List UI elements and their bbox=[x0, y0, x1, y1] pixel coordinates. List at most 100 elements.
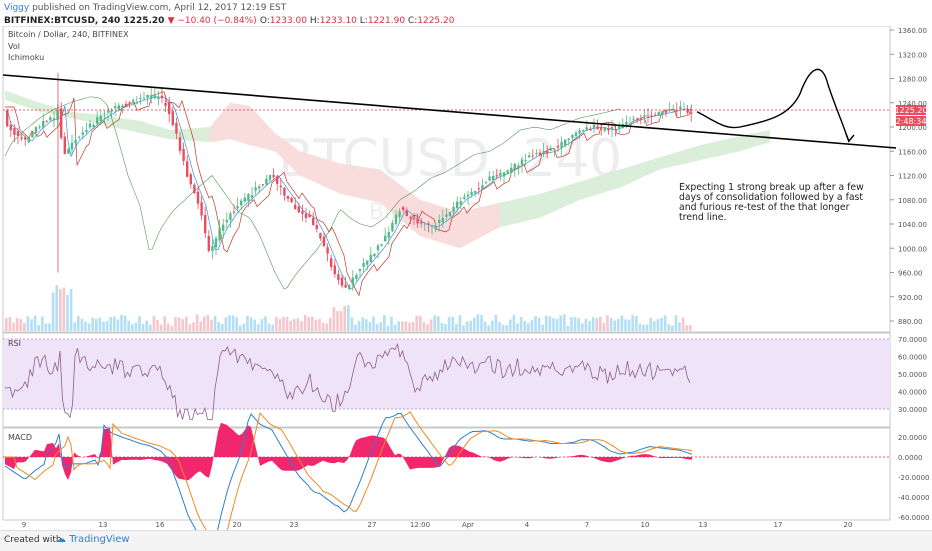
candle-body bbox=[196, 191, 200, 204]
author-link[interactable]: Viggy bbox=[4, 3, 30, 13]
annotation-text[interactable]: Expecting 1 strong break up after a few … bbox=[679, 182, 864, 223]
volume-bar bbox=[606, 315, 609, 331]
candle-body bbox=[463, 196, 466, 200]
candle-body bbox=[452, 207, 455, 212]
volume-bar bbox=[530, 320, 534, 331]
volume-bar bbox=[681, 317, 685, 331]
macd-tick: -60.0000 bbox=[898, 514, 929, 522]
chart-canvas[interactable]: BTCUSD, 240 Bitcoin / Dollar 1360.001320… bbox=[0, 26, 932, 530]
volume-bar bbox=[368, 321, 372, 331]
volume-bar bbox=[329, 317, 332, 331]
candle-body bbox=[416, 218, 419, 224]
trend-line[interactable] bbox=[2, 74, 897, 149]
volume-bar bbox=[257, 324, 260, 331]
rsi-band bbox=[3, 339, 890, 409]
candle-body bbox=[171, 111, 174, 125]
tradingview-logo[interactable]: ☁ TradingView bbox=[56, 534, 130, 545]
projection-path[interactable] bbox=[696, 68, 850, 143]
volume-bar bbox=[167, 323, 170, 331]
macd-axis: 20.0000 0.0000 -20.0000 -40.0000 -60.0000 bbox=[898, 434, 929, 522]
candle-body bbox=[682, 108, 686, 110]
candle-body bbox=[261, 184, 264, 186]
candle-body bbox=[124, 103, 128, 107]
candle-body bbox=[409, 217, 412, 219]
volume-bar bbox=[303, 314, 307, 331]
volume-bar bbox=[361, 317, 364, 331]
symbol-line: BITFINEX:BTCUSD, 240 1225.20 ▼ −10.40 (−… bbox=[4, 16, 454, 26]
candle-body bbox=[348, 285, 351, 289]
candle-body bbox=[506, 170, 509, 174]
candle-body bbox=[315, 225, 318, 230]
candle-body bbox=[186, 161, 189, 177]
volume-bar bbox=[5, 318, 8, 331]
volume-bar bbox=[8, 317, 12, 331]
candle-body bbox=[232, 211, 236, 213]
volume-bar bbox=[73, 322, 76, 331]
candle-body bbox=[88, 123, 92, 128]
volume-bar bbox=[591, 317, 595, 331]
candle-body bbox=[49, 117, 52, 121]
chikou-line bbox=[4, 96, 621, 290]
publish-line: Viggy published on TradingView.com, Apri… bbox=[4, 3, 286, 13]
volume-bar bbox=[300, 321, 303, 331]
candle-body bbox=[13, 128, 16, 135]
volume-bar bbox=[213, 316, 217, 331]
candle-body bbox=[297, 206, 300, 213]
volume-bar bbox=[401, 321, 404, 331]
volume-bar bbox=[41, 316, 44, 331]
candle-body bbox=[607, 128, 610, 131]
candle-body bbox=[38, 126, 41, 128]
published-text: published on TradingView.com, April 12, … bbox=[32, 3, 287, 13]
candle-body bbox=[106, 111, 110, 113]
volume-bar bbox=[505, 325, 508, 331]
candle-body bbox=[34, 127, 38, 133]
volume-bar bbox=[152, 316, 156, 331]
rsi-tick: 60.0000 bbox=[898, 354, 927, 362]
candle-body bbox=[157, 96, 160, 99]
candle-body bbox=[340, 277, 344, 286]
candle-body bbox=[628, 123, 632, 125]
volume-bars bbox=[5, 285, 692, 331]
volume-bar bbox=[627, 319, 631, 331]
candle-body bbox=[459, 201, 462, 205]
volume-bar bbox=[264, 316, 267, 331]
kumo-bear-segment bbox=[210, 102, 500, 249]
volume-bar bbox=[321, 322, 325, 331]
volume-bar bbox=[131, 324, 134, 331]
chart-header: Viggy published on TradingView.com, Apri… bbox=[0, 0, 932, 30]
candle-body bbox=[456, 201, 459, 209]
candle-body bbox=[675, 110, 678, 112]
candle-body bbox=[304, 213, 308, 219]
candle-body bbox=[466, 194, 470, 197]
volume-bar bbox=[584, 318, 588, 331]
candle-body bbox=[546, 151, 549, 154]
candle-body bbox=[510, 167, 513, 173]
candle-body bbox=[193, 184, 196, 193]
candle-body bbox=[42, 120, 45, 128]
candle-body bbox=[394, 214, 398, 224]
volume-bar bbox=[523, 320, 526, 331]
candle-body bbox=[243, 197, 246, 202]
candle-body bbox=[553, 149, 556, 151]
candle-body bbox=[402, 207, 405, 210]
volume-bar bbox=[282, 316, 285, 331]
candle-body bbox=[114, 106, 117, 109]
candle-body bbox=[279, 185, 282, 188]
countdown-tag bbox=[896, 116, 926, 126]
candle-body bbox=[128, 102, 131, 104]
volume-bar bbox=[624, 319, 627, 331]
last-price: 1225.20 bbox=[123, 16, 165, 26]
volume-bar bbox=[645, 324, 649, 331]
volume-bar bbox=[631, 315, 634, 331]
price-tick: 1000.00 bbox=[898, 245, 927, 253]
candle-body bbox=[592, 124, 596, 129]
volume-bar bbox=[221, 323, 224, 331]
price-panel[interactable] bbox=[2, 26, 891, 333]
volume-bar bbox=[559, 315, 562, 331]
price-axis: 1360.00 1320.00 1280.00 1240.00 1200.00 1160.… bbox=[890, 27, 927, 326]
volume-bar bbox=[347, 305, 350, 331]
volume-bar bbox=[429, 319, 433, 331]
volume-bar bbox=[537, 317, 541, 331]
volume-bar bbox=[393, 324, 397, 331]
candle-body bbox=[542, 150, 545, 154]
